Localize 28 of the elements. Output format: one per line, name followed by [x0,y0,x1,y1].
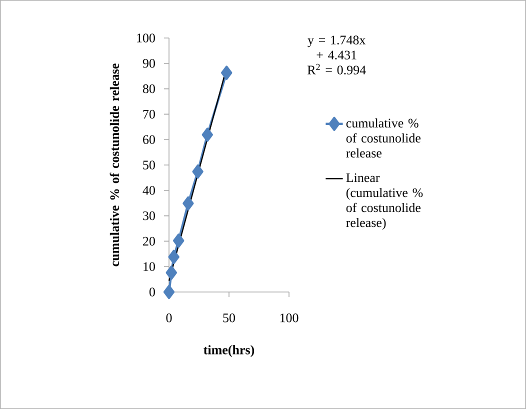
y-tick-label: 30 [143,211,155,220]
y-tick-label: 10 [144,262,155,271]
y-tick-label: 60 [143,135,155,144]
point [192,164,204,179]
y-tick-label: 100 [137,34,155,42]
y-tick-label: 70 [143,110,155,119]
y-tick-label: 40 [142,186,155,195]
y-tick-label: 50 [143,160,155,170]
x-tick-label: 0 [166,314,172,322]
text: R$^{2}$ = 0.994 [307,64,366,74]
y-tick-label: 20 [143,236,155,246]
y-tick-label: 90 [142,59,155,68]
point [168,250,180,264]
point [163,284,175,300]
legend-label: cumulative % of costunolide release [346,118,421,158]
y-axis-title: cumulative % of costunolide release [110,64,120,266]
point [202,128,214,142]
point [182,196,194,210]
text: y = 1.748x + 4.431 [308,36,366,60]
y-tick-label: 80 [142,84,155,94]
x-tick-label: 100 [280,314,298,322]
y-tick-label: 0 [149,288,155,296]
x-axis-title: time(hrs) [204,345,254,357]
point [173,234,184,248]
point [221,66,232,80]
legend-label: Linear (cumulative % of costunolide release) [346,173,423,230]
x-tick-label: 50 [223,314,236,322]
point [166,266,178,280]
